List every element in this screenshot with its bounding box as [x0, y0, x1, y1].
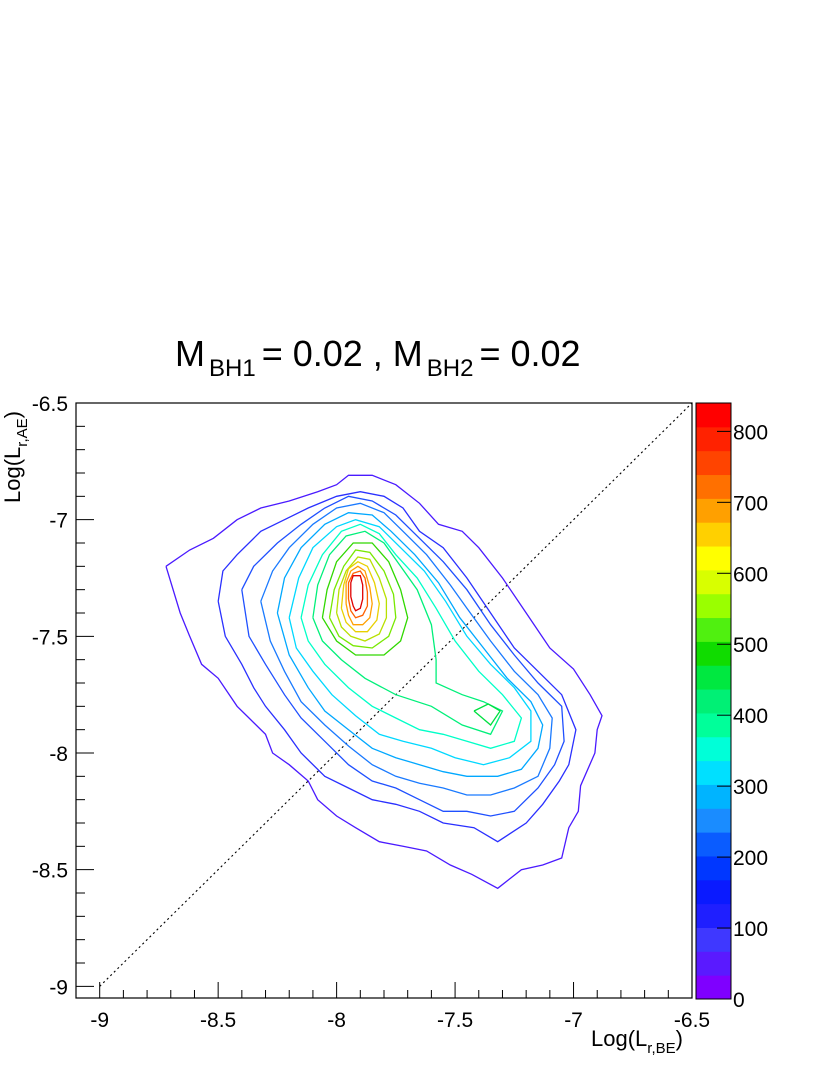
- contour-level-1: [217, 491, 577, 843]
- colorbar-segment: [696, 641, 731, 666]
- colorbar-segment: [696, 808, 731, 833]
- y-tick-label: -8: [49, 743, 68, 766]
- colorbar-tick-label: 0: [733, 989, 745, 1012]
- chart-title: M BH1 = 0.02 , M BH2 = 0.02: [175, 333, 581, 382]
- y-axis-label: Log(Lr,AE): [0, 411, 31, 503]
- contour-level-6: [300, 523, 523, 749]
- colorbar: 0 100 200 300 400 500 600 700 800: [695, 402, 768, 1012]
- contour-level-8: [473, 703, 502, 726]
- colorbar-segment: [696, 975, 731, 1000]
- contour-lines: [165, 474, 603, 890]
- x-tick-label: -7.5: [437, 1009, 473, 1032]
- colorbar-segment: [696, 784, 731, 809]
- x-axis-label: Log(Lr,BE): [591, 1026, 683, 1057]
- colorbar-segment: [696, 689, 731, 714]
- contour-level-7: [312, 530, 504, 736]
- plot-frame: [75, 402, 693, 999]
- contour-level-15: [350, 575, 364, 612]
- y-tick-label: -8.5: [32, 860, 68, 883]
- title-end: = 0.02: [479, 333, 580, 374]
- colorbar-segment: [696, 665, 731, 690]
- colorbar-tick-label: 600: [733, 563, 768, 586]
- colorbar-tick-label: 400: [733, 705, 768, 728]
- y-tick-label: -7: [49, 510, 68, 533]
- title-mid: = 0.02 , M: [262, 333, 423, 374]
- x-tick-label: -8.5: [200, 1009, 236, 1032]
- y-tick-label: -7.5: [32, 626, 68, 649]
- colorbar-segment: [696, 617, 731, 642]
- y-axis: -9 -8.5 -8 -7.5 -7 -6.5: [32, 393, 94, 999]
- colorbar-segment: [696, 951, 731, 976]
- x-tick-label: -7: [564, 1009, 583, 1032]
- colorbar-tick-label: 800: [733, 421, 768, 444]
- y-tick-label: -6.5: [32, 393, 68, 416]
- colorbar-tick-label: 300: [733, 776, 768, 799]
- title-m1: M: [175, 333, 205, 374]
- title-sub1: BH1: [209, 355, 256, 382]
- title-sub2: BH2: [427, 355, 474, 382]
- colorbar-tick-label: 700: [733, 492, 768, 515]
- colorbar-segment: [696, 903, 731, 928]
- x-label-main: Log(L: [591, 1026, 647, 1051]
- colorbar-tick-label: 500: [733, 634, 768, 657]
- colorbar-frame: [695, 402, 732, 1000]
- contour-level-2: [241, 495, 565, 817]
- x-axis: -9 -8.5 -8 -7.5 -7 -6.5: [90, 982, 710, 1032]
- x-label-sub: r,BE: [647, 1040, 675, 1057]
- colorbar-tick-label: 100: [733, 918, 768, 941]
- contour-level-14: [347, 570, 369, 619]
- colorbar-segment: [696, 569, 731, 595]
- y-label-main: Log(L: [0, 447, 25, 503]
- x-tick-label: -9: [90, 1009, 109, 1032]
- contour-level-13: [345, 565, 373, 626]
- colorbar-tick-label: 200: [733, 847, 768, 870]
- colorbar-segment: [696, 760, 731, 785]
- y-label-close: ): [0, 411, 25, 418]
- contour-level-10: [328, 549, 397, 649]
- x-tick-label: -6.5: [674, 1009, 710, 1032]
- contour-level-5: [288, 519, 532, 766]
- colorbar-segment: [696, 474, 731, 499]
- contour-level-0: [165, 474, 603, 890]
- colorbar-segment: [696, 832, 731, 857]
- x-label-close: ): [676, 1026, 683, 1051]
- contour-level-9: [321, 542, 409, 656]
- y-label-sub: r,AE: [14, 418, 31, 446]
- colorbar-segment: [696, 712, 731, 738]
- colorbar-segment: [696, 546, 731, 571]
- x-tick-label: -8: [327, 1009, 346, 1032]
- colorbar-segment: [696, 426, 731, 452]
- colorbar-segment: [696, 522, 731, 547]
- colorbar-segment: [696, 927, 731, 952]
- contour-level-12: [340, 560, 380, 633]
- contour-level-4: [276, 512, 544, 777]
- colorbar-segment: [696, 736, 731, 762]
- colorbar-segment: [696, 855, 731, 881]
- colorbar-segment: [696, 879, 731, 905]
- contour-level-3: [260, 502, 553, 796]
- colorbar-segment: [696, 403, 731, 428]
- colorbar-segment: [696, 450, 731, 476]
- y-tick-label: -9: [49, 976, 68, 999]
- colorbar-segment: [696, 593, 731, 619]
- contour-level-11: [335, 556, 388, 642]
